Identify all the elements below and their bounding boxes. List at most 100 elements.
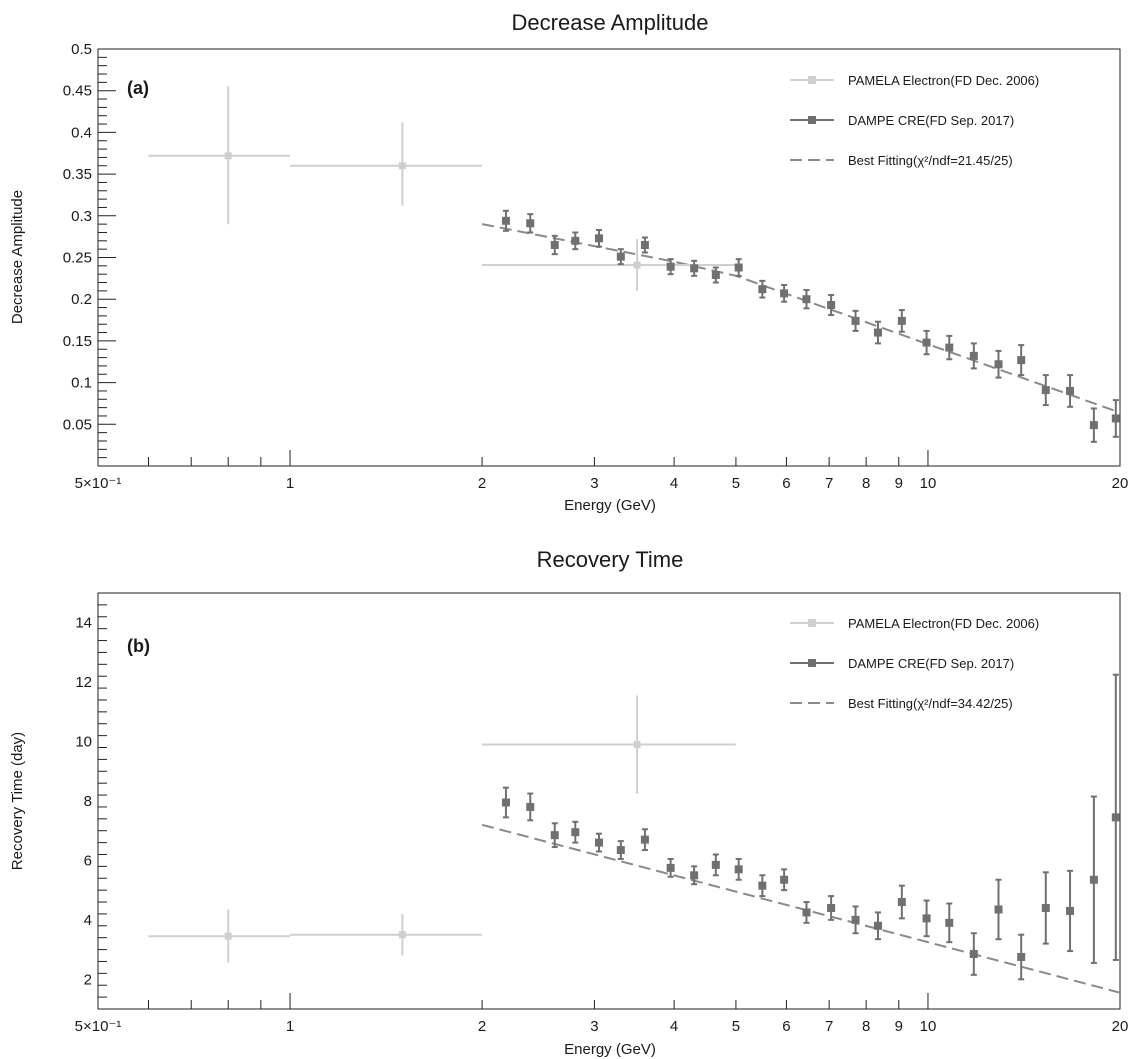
legend-label: DAMPE CRE(FD Sep. 2017) bbox=[848, 656, 1014, 671]
dampe-point bbox=[616, 840, 625, 860]
dampe-point bbox=[851, 309, 860, 332]
dampe-marker bbox=[501, 798, 510, 807]
dampe-marker bbox=[594, 838, 603, 847]
dampe-point bbox=[526, 792, 535, 822]
dampe-point bbox=[994, 349, 1003, 379]
y-tick-label: 0.35 bbox=[63, 166, 92, 183]
x-tick-label: 5×10⁻¹ bbox=[75, 475, 122, 492]
pamela-marker bbox=[224, 932, 232, 940]
dampe-point bbox=[780, 868, 789, 892]
plot-frame bbox=[97, 592, 1121, 1010]
dampe-point bbox=[1066, 869, 1075, 953]
dampe-marker bbox=[711, 271, 720, 280]
dampe-marker bbox=[1017, 356, 1026, 365]
dampe-marker bbox=[690, 264, 699, 273]
y-axis-label: Decrease Amplitude bbox=[9, 190, 26, 324]
dampe-marker bbox=[640, 835, 649, 844]
y-tick-label: 0.5 bbox=[71, 41, 92, 58]
dampe-point bbox=[550, 822, 559, 849]
y-tick-label: 0.2 bbox=[71, 291, 92, 308]
x-tick-label: 6 bbox=[782, 1018, 790, 1035]
x-tick-label: 7 bbox=[825, 1018, 833, 1035]
legend-label: PAMELA Electron(FD Dec. 2006) bbox=[848, 73, 1039, 88]
dampe-point bbox=[594, 228, 603, 248]
legend-item: PAMELA Electron(FD Dec. 2006) bbox=[790, 73, 1039, 88]
dampe-marker bbox=[616, 252, 625, 261]
legend-marker bbox=[808, 76, 816, 84]
x-tick-label: 8 bbox=[862, 475, 870, 492]
y-tick-label: 0.4 bbox=[71, 124, 92, 141]
dampe-marker bbox=[780, 875, 789, 884]
x-tick-label: 2 bbox=[478, 475, 486, 492]
y-tick-label: 2 bbox=[84, 971, 92, 988]
legend-marker bbox=[808, 659, 816, 667]
data-marks bbox=[148, 673, 1121, 994]
dampe-marker bbox=[666, 863, 675, 872]
x-tick-label: 10 bbox=[920, 1018, 937, 1035]
x-tick-label: 5×10⁻¹ bbox=[75, 1018, 122, 1035]
dampe-point bbox=[526, 213, 535, 234]
dampe-point bbox=[780, 284, 789, 303]
dampe-marker bbox=[758, 285, 767, 294]
dampe-marker bbox=[690, 871, 699, 880]
legend-item: Best Fitting(χ²/ndf=34.42/25) bbox=[790, 696, 1013, 711]
dampe-point bbox=[1017, 933, 1026, 981]
x-tick-label: 4 bbox=[670, 475, 678, 492]
legend: PAMELA Electron(FD Dec. 2006) DAMPE CRE(F… bbox=[790, 616, 1039, 711]
y-tick-label: 10 bbox=[75, 734, 92, 751]
dampe-point bbox=[711, 853, 720, 877]
data-marks bbox=[148, 86, 1121, 443]
y-tick-label: 0.15 bbox=[63, 333, 92, 350]
dampe-point bbox=[1041, 871, 1050, 945]
fit-line bbox=[481, 823, 1121, 994]
dampe-marker bbox=[1066, 386, 1075, 395]
dampe-point bbox=[734, 857, 743, 881]
legend-item: PAMELA Electron(FD Dec. 2006) bbox=[790, 616, 1039, 631]
dampe-marker bbox=[640, 240, 649, 249]
x-tick-label: 9 bbox=[895, 475, 903, 492]
pamela-marker bbox=[398, 162, 406, 170]
dampe-marker bbox=[922, 338, 931, 347]
y-tick-label: 4 bbox=[84, 912, 92, 929]
dampe-marker bbox=[550, 240, 559, 249]
x-tick-label: 1 bbox=[286, 475, 294, 492]
pamela-marker bbox=[224, 152, 232, 160]
pamela-marker bbox=[398, 931, 406, 939]
dampe-point bbox=[922, 899, 931, 938]
panel-recovery-time: Recovery Time (b) Energy (GeV) Recovery … bbox=[9, 547, 1128, 1058]
dampe-marker bbox=[758, 881, 767, 890]
dampe-marker bbox=[1017, 953, 1026, 961]
dampe-marker bbox=[501, 216, 510, 225]
plot-frame bbox=[97, 48, 1121, 467]
y-tick-label: 0.05 bbox=[63, 416, 92, 433]
pamela-point bbox=[290, 913, 483, 956]
dampe-marker bbox=[1089, 421, 1098, 430]
y-axis-label: Recovery Time (day) bbox=[9, 732, 26, 870]
x-tick-label: 20 bbox=[1112, 1018, 1129, 1035]
dampe-point bbox=[616, 248, 625, 266]
x-tick-label: 5 bbox=[732, 475, 740, 492]
dampe-point bbox=[874, 320, 883, 345]
x-axis-label: Energy (GeV) bbox=[564, 1041, 656, 1058]
legend-item: Best Fitting(χ²/ndf=21.45/25) bbox=[790, 153, 1013, 168]
dampe-point bbox=[945, 334, 954, 361]
legend-item: DAMPE CRE(FD Sep. 2017) bbox=[790, 113, 1014, 128]
dampe-marker bbox=[874, 328, 883, 337]
dampe-marker bbox=[780, 289, 789, 298]
dampe-point bbox=[969, 342, 978, 370]
panel-label: (a) bbox=[127, 78, 149, 98]
dampe-marker bbox=[1041, 386, 1050, 395]
dampe-point bbox=[571, 231, 580, 251]
dampe-marker bbox=[851, 316, 860, 325]
fit-line bbox=[481, 223, 1121, 414]
legend-item: DAMPE CRE(FD Sep. 2017) bbox=[790, 656, 1014, 671]
chart-title: Recovery Time bbox=[537, 547, 684, 572]
dampe-point bbox=[945, 902, 954, 944]
y-tick-label: 12 bbox=[75, 674, 92, 691]
dampe-marker bbox=[616, 846, 625, 855]
dampe-marker bbox=[571, 828, 580, 837]
x-tick-label: 2 bbox=[478, 1018, 486, 1035]
y-tick-label: 0.1 bbox=[71, 375, 92, 392]
y-tick-label: 14 bbox=[75, 615, 92, 632]
dampe-point bbox=[827, 895, 836, 921]
